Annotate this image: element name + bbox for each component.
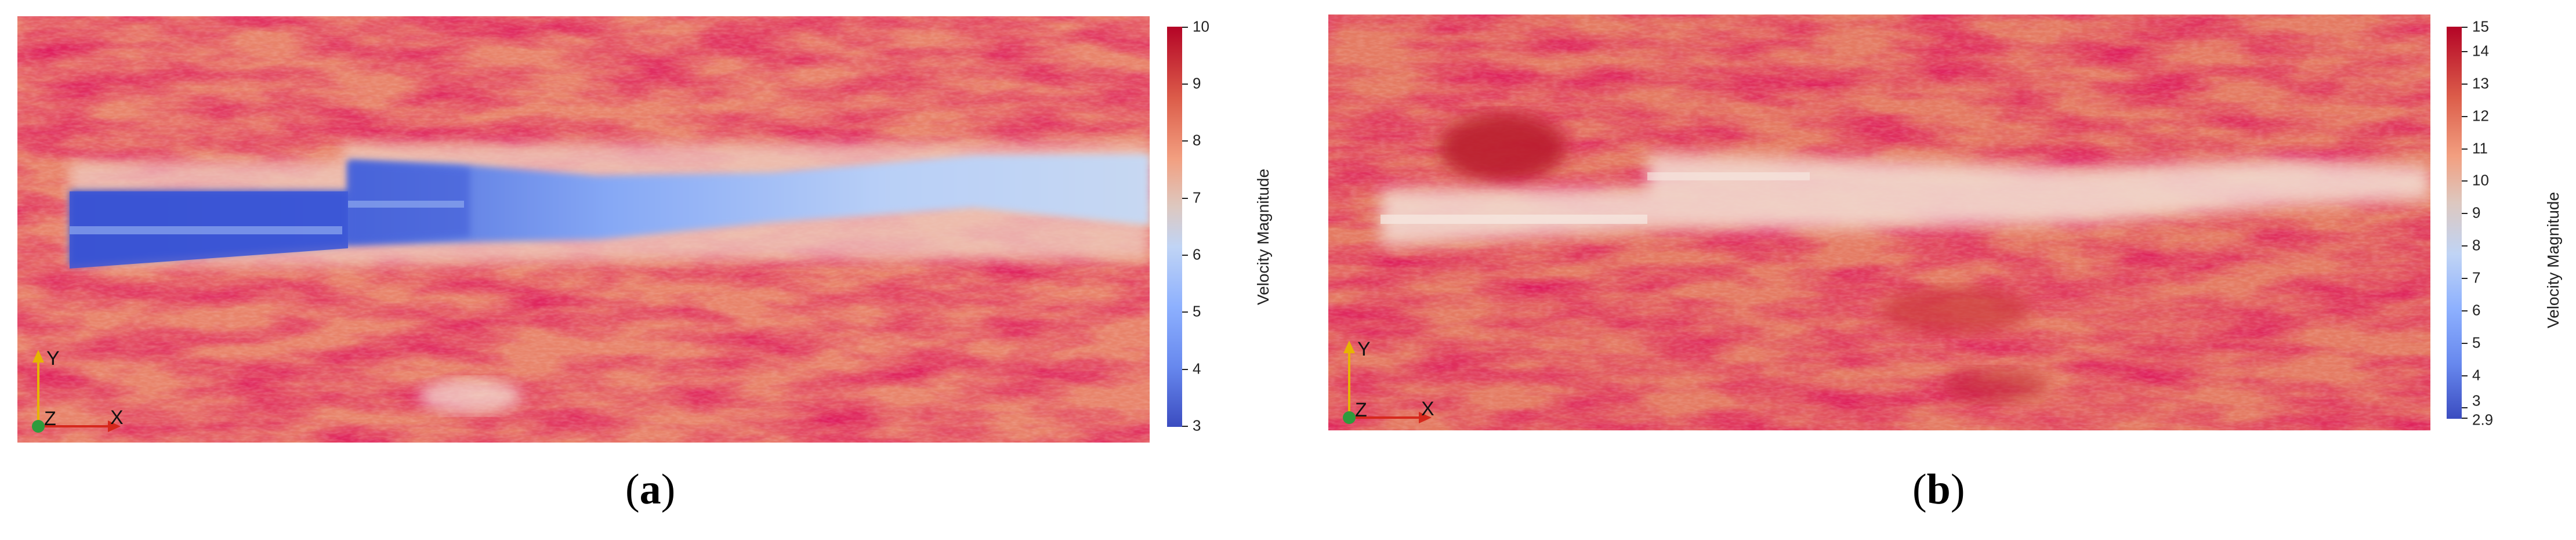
orientation-axes-a: Y Z X [32, 347, 124, 433]
colorbar-tick-label: 3 [2472, 392, 2481, 409]
colorbar-tick-label: 4 [1193, 360, 1201, 378]
x-axis-arrow-icon [108, 421, 121, 432]
colorbar-tick-label: 8 [2472, 236, 2481, 254]
colorbar-tick-label: 3 [1193, 416, 1201, 434]
y-axis-arrow-icon [1343, 340, 1355, 353]
colorbar-title-a: Velocity Magnitude [1254, 168, 1272, 305]
z-axis-dot-icon [1343, 411, 1356, 424]
orientation-axes-b: Y Z X [1343, 338, 1434, 424]
colorbar-b: 15 14 13 12 11 10 9 8 7 6 5 4 3 2.9 Velo… [2447, 18, 2568, 429]
colorbar-tick-label: 7 [1193, 189, 1201, 206]
z-axis-dot-icon [32, 420, 45, 433]
caption-a: (a) [625, 466, 676, 513]
colorbar-tick-label: 14 [2472, 42, 2489, 60]
colorbar-tick-label: 2.9 [2472, 411, 2494, 429]
colorbar-tick-label: 10 [1193, 17, 1209, 35]
colorbar-tick-label: 7 [2472, 269, 2481, 287]
z-axis-label: Z [1355, 399, 1367, 421]
x-axis-label: X [1421, 398, 1434, 420]
colorbar-tick-label: 15 [2472, 17, 2489, 35]
colorbar-tick-label: 4 [2472, 366, 2481, 384]
colorbar-tick-label: 9 [2472, 204, 2481, 222]
x-axis-label: X [110, 407, 124, 429]
colorbar-title-b: Velocity Magnitude [2544, 191, 2562, 328]
velocity-field-image-a [17, 16, 1150, 443]
colorbar-gradient-a [1167, 27, 1182, 427]
caption-b: (b) [1912, 466, 1965, 513]
y-axis-arrow-icon [32, 350, 44, 363]
colorbar-tick-label: 5 [2472, 334, 2481, 351]
y-axis-label: Y [1357, 338, 1371, 360]
velocity-field-image-b [1328, 15, 2430, 430]
colorbar-a: 10 9 8 7 6 5 4 3 Velocity Magnitude [1167, 18, 1283, 434]
x-axis-arrow-icon [1419, 412, 1432, 423]
colorbar-gradient-b [2447, 27, 2462, 419]
colorbar-tick-label: 8 [1193, 131, 1201, 149]
colorbar-tick-label: 6 [1193, 245, 1201, 263]
colorbar-tick-label: 6 [2472, 301, 2481, 319]
colorbar-tick-label: 10 [2472, 171, 2489, 189]
colorbar-tick-label: 13 [2472, 74, 2489, 92]
y-axis-label: Y [46, 347, 60, 369]
colorbar-tick-label: 12 [2472, 107, 2489, 125]
colorbar-tick-label: 11 [2472, 139, 2488, 157]
colorbar-tick-label: 9 [1193, 74, 1201, 92]
z-axis-label: Z [44, 408, 56, 430]
colorbar-tick-label: 5 [1193, 302, 1201, 320]
